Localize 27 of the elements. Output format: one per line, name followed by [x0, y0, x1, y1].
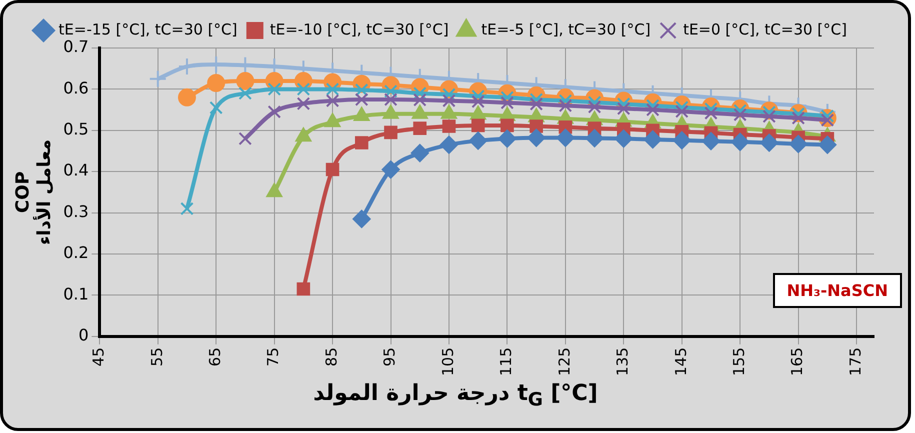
- y-tick-label: 0.1: [63, 284, 89, 304]
- x-tick-label: 135: [614, 347, 632, 376]
- y-tick-label: 0.7: [63, 37, 89, 56]
- y-tick-label: 0.2: [63, 243, 89, 262]
- x-tick-label: 165: [788, 347, 806, 376]
- x-tick-label: 65: [206, 347, 224, 366]
- x-tick-label: 55: [148, 347, 166, 366]
- x-tick-label: 125: [555, 347, 574, 376]
- x-tick-label: 45: [90, 347, 108, 366]
- x-tick-label: 105: [438, 347, 457, 376]
- legend-label: tE=-5 [°C], tC=30 [°C]: [481, 20, 651, 38]
- legend-label: tE=-10 [°C], tC=30 [°C]: [270, 20, 449, 38]
- y-tick-label: 0.4: [63, 160, 89, 180]
- y-tick-label: 0.3: [63, 202, 89, 221]
- annotation: NH₃-NaSCN: [772, 273, 902, 308]
- legend-label: tE=0 [°C], tC=30 [°C]: [683, 20, 847, 38]
- legend-label: tE=-15 [°C], tC=30 [°C]: [58, 20, 238, 38]
- x-tick-label: 75: [264, 347, 282, 366]
- x-tick-label: 115: [497, 347, 516, 376]
- y-tick-label: 0: [78, 326, 89, 345]
- x-tick-label: 95: [380, 347, 399, 366]
- y-tick-label: 0.5: [63, 120, 89, 139]
- x-tick-label: 175: [846, 347, 864, 376]
- x-tick-label: 155: [730, 347, 748, 376]
- x-tick-label: 145: [672, 347, 690, 376]
- x-tick-label: 85: [322, 347, 340, 366]
- y-tick-label: 0.6: [63, 78, 89, 98]
